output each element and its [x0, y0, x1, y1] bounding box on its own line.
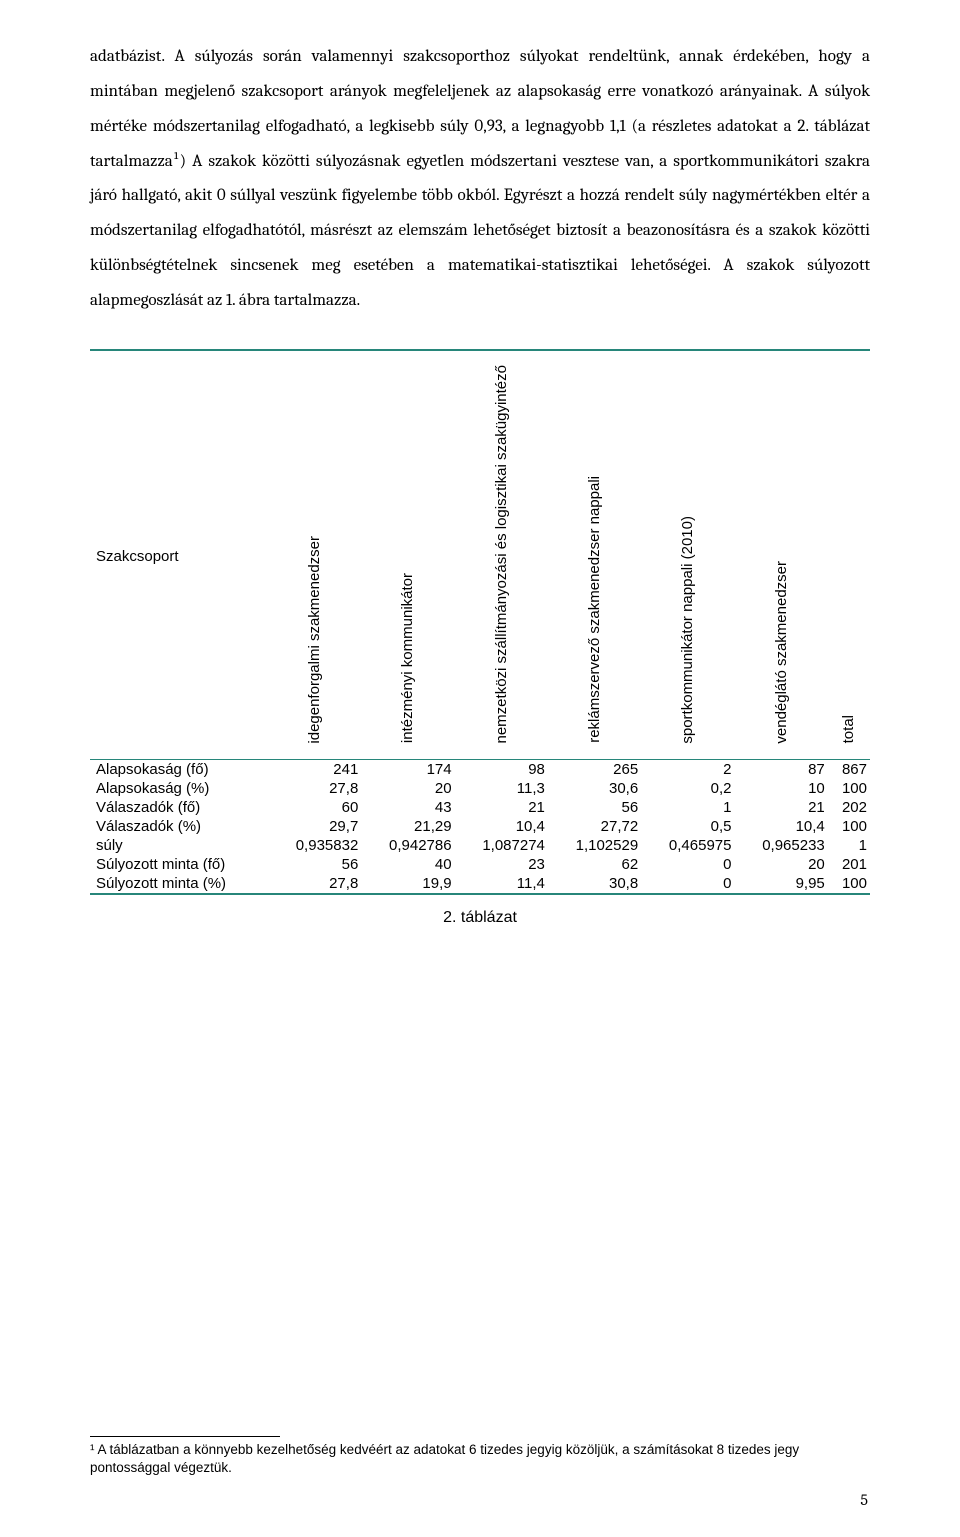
- footer: ¹ A táblázatban a könnyebb kezelhetőség …: [90, 1436, 870, 1477]
- row-label: Súlyozott minta (%): [90, 874, 268, 893]
- cell: 0,5: [641, 817, 734, 836]
- cell: 10,4: [455, 817, 548, 836]
- row-label: Alapsokaság (fő): [90, 760, 268, 780]
- cell: 100: [828, 874, 870, 893]
- row-label: súly: [90, 836, 268, 855]
- cell: 98: [455, 760, 548, 780]
- cell: 56: [548, 798, 641, 817]
- cell: 1: [641, 798, 734, 817]
- cell: 1: [828, 836, 870, 855]
- cell: 30,8: [548, 874, 641, 893]
- table-row: súly 0,935832 0,942786 1,087274 1,102529…: [90, 836, 870, 855]
- col-header-1: idegenforgalmi szakmenedzser: [268, 351, 361, 760]
- footnote-separator: [90, 1436, 280, 1437]
- body-paragraph: adatbázist. A súlyozás során valamennyi …: [90, 40, 870, 319]
- cell: 9,95: [734, 874, 827, 893]
- cell: 56: [268, 855, 361, 874]
- table-caption: 2. táblázat: [90, 909, 870, 927]
- table-row: Alapsokaság (%) 27,8 20 11,3 30,6 0,2 10…: [90, 779, 870, 798]
- cell: 2: [641, 760, 734, 780]
- cell: 19,9: [361, 874, 454, 893]
- cell: 0,942786: [361, 836, 454, 855]
- table-body: Alapsokaság (fő) 241 174 98 265 2 87 867…: [90, 760, 870, 894]
- page: adatbázist. A súlyozás során valamennyi …: [0, 0, 960, 1537]
- cell: 265: [548, 760, 641, 780]
- col-header-2: intézményi kommunikátor: [361, 351, 454, 760]
- col-header-3-label: nemzetközi szállítmányozási és logisztik…: [493, 361, 510, 748]
- cell: 202: [828, 798, 870, 817]
- cell: 20: [734, 855, 827, 874]
- page-number: 5: [860, 1491, 868, 1509]
- cell: 30,6: [548, 779, 641, 798]
- cell: 1,102529: [548, 836, 641, 855]
- cell: 11,3: [455, 779, 548, 798]
- cell: 867: [828, 760, 870, 780]
- cell: 0: [641, 874, 734, 893]
- row-label: Válaszadók (%): [90, 817, 268, 836]
- cell: 10,4: [734, 817, 827, 836]
- table-row: Válaszadók (%) 29,7 21,29 10,4 27,72 0,5…: [90, 817, 870, 836]
- cell: 27,72: [548, 817, 641, 836]
- table-row: Súlyozott minta (fő) 56 40 23 62 0 20 20…: [90, 855, 870, 874]
- cell: 11,4: [455, 874, 548, 893]
- col-header-7-label: total: [840, 711, 857, 747]
- cell: 21: [734, 798, 827, 817]
- cell: 1,087274: [455, 836, 548, 855]
- table-row: Alapsokaság (fő) 241 174 98 265 2 87 867: [90, 760, 870, 780]
- cell: 0: [641, 855, 734, 874]
- cell: 241: [268, 760, 361, 780]
- table-header-row: Szakcsoport idegenforgalmi szakmenedzser…: [90, 351, 870, 760]
- col-header-2-label: intézményi kommunikátor: [399, 569, 416, 747]
- col-header-6-label: vendéglátó szakmenedzser: [773, 557, 790, 748]
- cell: 43: [361, 798, 454, 817]
- data-table-wrap: Szakcsoport idegenforgalmi szakmenedzser…: [90, 349, 870, 896]
- cell: 23: [455, 855, 548, 874]
- cell: 100: [828, 779, 870, 798]
- cell: 0,935832: [268, 836, 361, 855]
- cell: 20: [361, 779, 454, 798]
- data-table: Szakcsoport idegenforgalmi szakmenedzser…: [90, 351, 870, 894]
- cell: 10: [734, 779, 827, 798]
- col-header-1-label: idegenforgalmi szakmenedzser: [306, 532, 323, 748]
- cell: 21: [455, 798, 548, 817]
- cell: 21,29: [361, 817, 454, 836]
- cell: 0,465975: [641, 836, 734, 855]
- cell: 174: [361, 760, 454, 780]
- row-label: Válaszadók (fő): [90, 798, 268, 817]
- cell: 62: [548, 855, 641, 874]
- cell: 87: [734, 760, 827, 780]
- footnote-text: ¹ A táblázatban a könnyebb kezelhetőség …: [90, 1441, 870, 1477]
- cell: 40: [361, 855, 454, 874]
- cell: 0,2: [641, 779, 734, 798]
- cell: 27,8: [268, 874, 361, 893]
- cell: 27,8: [268, 779, 361, 798]
- row-label: Súlyozott minta (fő): [90, 855, 268, 874]
- cell: 201: [828, 855, 870, 874]
- cell: 60: [268, 798, 361, 817]
- cell: 29,7: [268, 817, 361, 836]
- table-row: Válaszadók (fő) 60 43 21 56 1 21 202: [90, 798, 870, 817]
- col-header-5: sportkommunikátor nappali (2010): [641, 351, 734, 760]
- col-header-4-label: reklámszervező szakmenedzser nappali: [586, 472, 603, 747]
- cell: 100: [828, 817, 870, 836]
- col-header-7: total: [828, 351, 870, 760]
- table-row: Súlyozott minta (%) 27,8 19,9 11,4 30,8 …: [90, 874, 870, 893]
- col-header-szakcsoport: Szakcsoport: [90, 351, 268, 760]
- col-header-3: nemzetközi szállítmányozási és logisztik…: [455, 351, 548, 760]
- col-header-5-label: sportkommunikátor nappali (2010): [679, 512, 696, 748]
- col-header-4: reklámszervező szakmenedzser nappali: [548, 351, 641, 760]
- cell: 0,965233: [734, 836, 827, 855]
- col-header-6: vendéglátó szakmenedzser: [734, 351, 827, 760]
- row-label: Alapsokaság (%): [90, 779, 268, 798]
